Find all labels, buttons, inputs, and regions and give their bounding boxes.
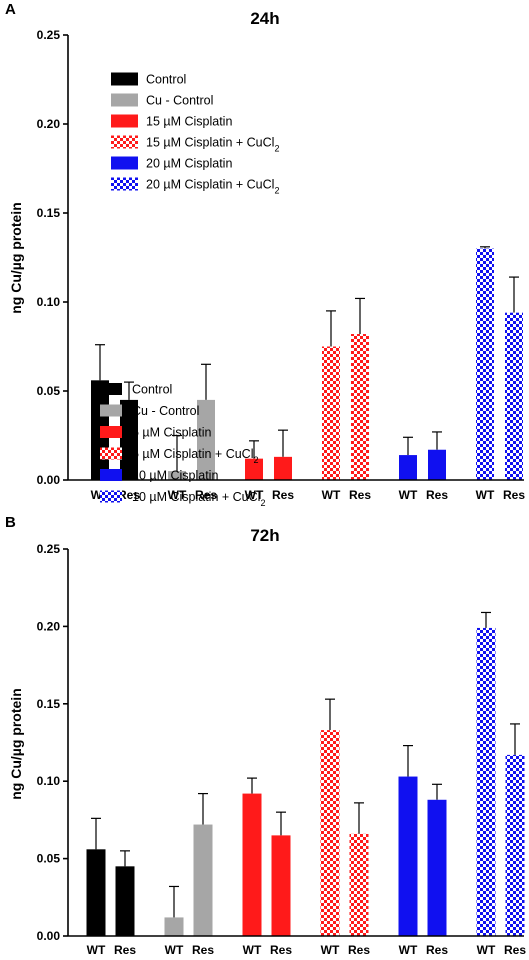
legend-swatch [100,404,122,417]
y-tick-label: 0.20 [37,619,61,633]
y-tick-label: 0.05 [37,384,61,398]
bar-wt [476,248,494,480]
legend-swatch [111,135,138,149]
legend-label: Cu - Control [132,404,199,418]
legend-swatch [111,156,138,170]
legend-label: Cu - Control [146,94,213,108]
x-tick-label: Res [426,943,448,957]
bar-wt [86,849,106,936]
x-tick-label: Res [426,488,448,502]
bar-res [349,833,369,936]
legend-label: 20 µM Cisplatin [146,157,232,171]
bar-wt [320,730,340,936]
bar-wt [322,346,340,480]
x-tick-label: Res [349,488,371,502]
bar-res [115,866,135,936]
legend-swatch [111,114,138,128]
y-tick-label: 0.20 [37,117,61,131]
x-tick-label: WT [165,943,184,957]
legend-label-subscript: 2 [274,144,279,154]
legend-label: 15 µM Cisplatin + CuCl2 [146,136,279,154]
bar-wt [168,471,186,480]
legend-label: 5 µM Cisplatin + CuCl2 [132,447,259,465]
bar-res [120,399,138,480]
legend-swatch [111,72,138,86]
y-tick-label: 0.05 [37,852,61,866]
y-axis-label: ng Cu/µg protein [8,688,24,800]
bar-wt [245,458,263,480]
bar-wt [398,776,418,936]
x-tick-label: WT [321,943,340,957]
bar-res [271,835,291,936]
x-tick-label: Res [118,488,140,502]
legend-label-subscript: 2 [253,455,258,465]
x-tick-label: WT [476,488,495,502]
legend-label: 10 µM Cisplatin [132,469,218,483]
bar-wt [476,627,496,936]
x-tick-label: WT [245,488,264,502]
x-tick-label: Res [503,488,525,502]
panel-a-24h: A 24h ng Cu/µg protein 0.00 0.05 0.10 0.15 0.20… [5,1,525,502]
y-tick-label: 0.00 [37,473,61,487]
legend-label: 10 µM Cisplatin + CuCl2 [132,490,265,508]
legend: Control Cu - Control 5 µM Cisplatin 5 µM Ci… [100,383,265,508]
legend-label: Control [132,383,172,397]
chart-title: 72h [250,526,279,545]
x-tick-label: WT [87,943,106,957]
panel-b-72h: B 72h ng Cu/µg protein 0.00 0.05 0.10 0.15 0.20… [5,383,526,958]
y-tick-label: 0.25 [37,28,61,42]
legend-label-subscript: 2 [274,186,279,196]
legend-label: Control [146,73,186,87]
legend: Control Cu - Control 15 µM Cisplatin 15 µM … [111,72,279,196]
bar-res [427,799,447,936]
x-tick-label: Res [272,488,294,502]
bar-wt [399,455,417,480]
bar-res [351,334,369,480]
legend-label: 15 µM Cisplatin [146,115,232,129]
legend-swatch [100,447,122,460]
legend-swatch [100,469,122,481]
y-tick-label: 0.15 [37,206,61,220]
legend-swatch [100,383,122,395]
bar-wt [164,917,184,936]
legend-label-subscript: 2 [260,498,265,508]
y-axis-label: ng Cu/µg protein [8,202,24,314]
bar-res [193,824,213,936]
panel-letter: A [5,1,16,18]
x-tick-label: WT [399,943,418,957]
x-tick-label: WT [477,943,496,957]
x-tick-label: Res [504,943,526,957]
legend-label: 5 µM Cisplatin [132,426,211,440]
bar-res [428,449,446,480]
bar-res [197,399,215,480]
y-tick-label: 0.10 [37,295,61,309]
legend-swatch [111,93,138,107]
x-tick-label: Res [114,943,136,957]
legend-swatch [100,490,122,503]
y-tick-label: 0.00 [37,929,61,943]
chart-title: 24h [250,9,279,28]
x-tick-label: Res [192,943,214,957]
x-tick-label: Res [270,943,292,957]
legend-label: 20 µM Cisplatin + CuCl2 [146,178,279,196]
panel-letter: B [5,514,16,531]
legend-swatch [100,426,122,438]
bar-res [274,456,292,480]
x-tick-label: Res [348,943,370,957]
y-tick-label: 0.10 [37,774,61,788]
x-tick-label: WT [168,488,187,502]
y-tick-label: 0.15 [37,697,61,711]
legend-swatch [111,177,138,191]
bar-res [505,754,525,936]
x-tick-label: WT [322,488,341,502]
x-tick-label: WT [243,943,262,957]
bar-res [505,312,523,480]
y-tick-label: 0.25 [37,542,61,556]
bar-wt [242,793,262,936]
x-tick-label: Res [195,488,217,502]
x-tick-label: WT [399,488,418,502]
